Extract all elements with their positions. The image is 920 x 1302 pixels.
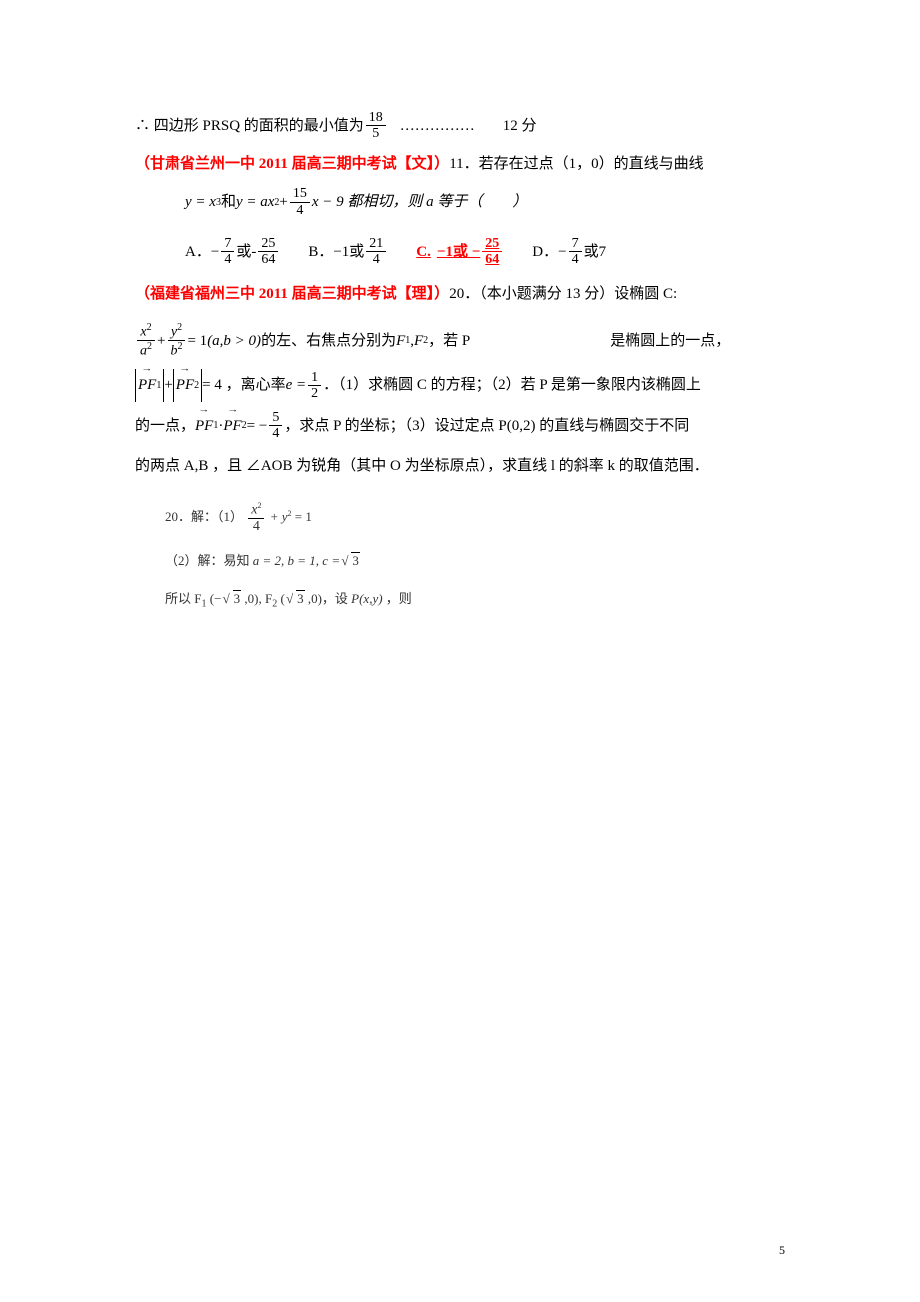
vec-pf2: PF: [223, 412, 241, 441]
page-number: 5: [779, 1239, 785, 1262]
frac-5-4: 5 4: [269, 410, 282, 442]
fraction-18-5: 18 5: [366, 110, 386, 142]
solution-3: 所以 F1 (− 3 ,0), F2 ( 3 ,0)，设 P(x,y) ，则: [135, 587, 790, 614]
score: 12 分: [503, 112, 537, 141]
solution-2: （2）解：易知 a = 2, b = 1, c = 3: [135, 549, 790, 574]
ellipse-equation: x2 a2 + y2 b2 = 1 (a,b > 0) 的左、右焦点分别为 F1…: [135, 322, 790, 359]
last-line: 的两点 A,B ，且 ∠AOB 为锐角（其中 O 为坐标原点），求直线 l 的斜…: [135, 452, 790, 481]
option-b: B． −1或 21 4: [308, 236, 388, 268]
problem-11-header: （甘肃省兰州一中 2011 届高三期中考试【文】） 11．若存在过点（1，0）的…: [135, 150, 790, 179]
option-d: D． − 7 4 或7: [532, 236, 606, 268]
eq-y2: y = ax: [236, 188, 274, 217]
frac-y2-b2: y2 b2: [167, 322, 185, 359]
answer-c-label: C.: [416, 238, 431, 267]
dots: ……………: [400, 112, 475, 141]
option-c: C. −1或 − 25 64: [416, 236, 504, 268]
abs-pf2: PF2: [173, 369, 202, 402]
prefix-text: ∴ 四边形 PRSQ 的面积的最小值为: [135, 112, 364, 141]
and-text: 和: [221, 188, 236, 217]
frac-1-2: 1 2: [308, 370, 321, 402]
problem-11-equation: y = x 3 和 y = ax 2 + 15 4 x − 9 都相切，则 a …: [135, 186, 790, 218]
frac-15-4: 15 4: [290, 186, 310, 218]
solution-1: 20．解：（1） x2 4 + y2 = 1: [135, 502, 790, 534]
source-label: （甘肃省兰州一中 2011 届高三期中考试【文】）: [135, 150, 449, 179]
problem-text: 11．若存在过点（1，0）的直线与曲线: [449, 150, 703, 179]
options-row: A． − 7 4 或- 25 64 B． −1或 21 4 C. −1或 − 2…: [135, 236, 790, 268]
point-text: 是椭圆上的一点，: [610, 327, 730, 356]
plus: +: [279, 188, 287, 217]
eq-y: y = x: [185, 188, 216, 217]
frac-x2-a2: x2 a2: [137, 322, 155, 359]
abs-pf1: PF1: [135, 369, 164, 402]
vec-pf1: PF: [195, 412, 213, 441]
dot-product-line: 的一点， PF1 · PF2 = − 5 4 ，求点 P 的坐标；（3）设过定点…: [135, 410, 790, 442]
source-label-20: （福建省福州三中 2011 届高三期中考试【理】）: [135, 280, 449, 309]
pf-equation: PF1 + PF2 = 4 ，离心率 e = 1 2 ．（1）求椭圆 C 的方程…: [135, 369, 790, 402]
conclusion-line: ∴ 四边形 PRSQ 的面积的最小值为 18 5 …………… 12 分: [135, 110, 790, 142]
problem-20-header: （福建省福州三中 2011 届高三期中考试【理】） 20．（本小题满分 13 分…: [135, 280, 790, 309]
eq-rest: x − 9 都相切，则 a 等于（ ）: [312, 188, 528, 217]
option-a: A． − 7 4 或- 25 64: [185, 236, 280, 268]
problem-20-text: 20．（本小题满分 13 分）设椭圆 C:: [449, 280, 677, 309]
sqrt-3: 3: [343, 549, 360, 574]
